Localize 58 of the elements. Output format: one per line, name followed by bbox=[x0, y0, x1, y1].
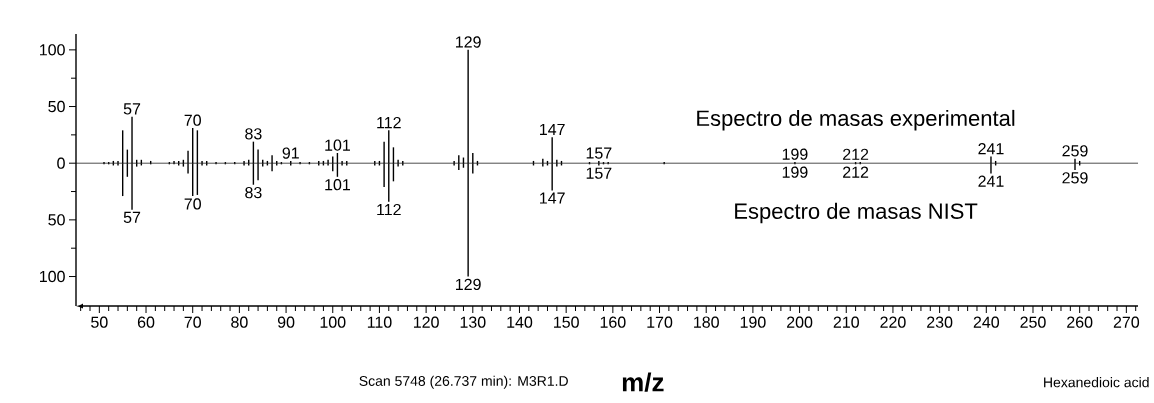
annotation: 129 bbox=[456, 36, 481, 48]
x-tick-label: 170 bbox=[647, 316, 673, 328]
annotation: 259 bbox=[1062, 145, 1088, 157]
x-tick-label: 210 bbox=[833, 316, 859, 328]
x-axis-title: m/z bbox=[622, 372, 664, 392]
annotation: 112 bbox=[377, 116, 401, 129]
series-label: Espectro de masas NIST bbox=[735, 202, 978, 224]
annotation: 101 bbox=[325, 179, 350, 191]
annotation: 70 bbox=[184, 114, 201, 126]
annotation: 212 bbox=[843, 166, 869, 178]
x-tick-label: 160 bbox=[600, 316, 626, 328]
annotation: 241 bbox=[978, 175, 1004, 187]
annotation: 57 bbox=[123, 211, 141, 224]
x-tick-label: 250 bbox=[1020, 316, 1046, 328]
x-tick-label: 130 bbox=[460, 316, 486, 328]
x-tick-label: 150 bbox=[554, 316, 579, 328]
y-tick-label: 50 bbox=[48, 214, 65, 226]
annotation: 241 bbox=[978, 143, 1004, 155]
annotation: 57 bbox=[123, 103, 141, 115]
x-tick-label: 140 bbox=[507, 316, 533, 328]
annotation: 83 bbox=[245, 128, 262, 140]
annotation: 147 bbox=[540, 192, 565, 204]
text: Hexanedioic acid bbox=[1044, 377, 1149, 388]
y-tick-label: 0 bbox=[57, 157, 65, 169]
x-tick-label: 110 bbox=[367, 316, 392, 328]
annotation: 112 bbox=[377, 203, 401, 216]
x-tick-label: 200 bbox=[787, 316, 813, 328]
x-tick-label: 90 bbox=[277, 316, 295, 328]
x-tick-label: 240 bbox=[973, 316, 1000, 328]
y-tick-label: 50 bbox=[48, 100, 65, 113]
x-tick-label: 260 bbox=[1067, 316, 1093, 328]
x-tick-label: 230 bbox=[927, 316, 953, 328]
x-tick-label: 60 bbox=[137, 316, 155, 328]
annotation: 129 bbox=[456, 278, 481, 291]
x-tick-label: 120 bbox=[413, 316, 439, 328]
x-tick-label: 100 bbox=[320, 316, 346, 328]
x-tick-label: 180 bbox=[694, 316, 719, 328]
annotation: 199 bbox=[782, 166, 808, 178]
x-tick-label: 70 bbox=[184, 316, 201, 328]
annotation: 101 bbox=[325, 139, 350, 151]
x-tick-label: 270 bbox=[1113, 316, 1140, 328]
series-label: Espectro de masas experimental bbox=[697, 109, 1015, 131]
x-tick-label: 80 bbox=[231, 316, 248, 328]
annotation: 83 bbox=[245, 186, 262, 199]
x-tick-label: 50 bbox=[91, 316, 108, 328]
annotation: 212 bbox=[843, 148, 869, 160]
annotation: 157 bbox=[586, 167, 612, 179]
x-tick-label: 190 bbox=[740, 316, 766, 328]
annotation: 199 bbox=[782, 148, 808, 160]
annotation: 70 bbox=[184, 198, 201, 210]
y-tick-label: 100 bbox=[40, 270, 65, 283]
text: Scan 5748 (26.737 min): M3R1.D bbox=[359, 375, 568, 389]
annotation: 91 bbox=[282, 147, 299, 159]
annotation: 259 bbox=[1062, 172, 1088, 184]
annotation: 147 bbox=[540, 123, 565, 135]
annotation: 157 bbox=[586, 147, 612, 159]
y-tick-label: 100 bbox=[40, 44, 65, 56]
x-tick-label: 220 bbox=[880, 316, 906, 328]
